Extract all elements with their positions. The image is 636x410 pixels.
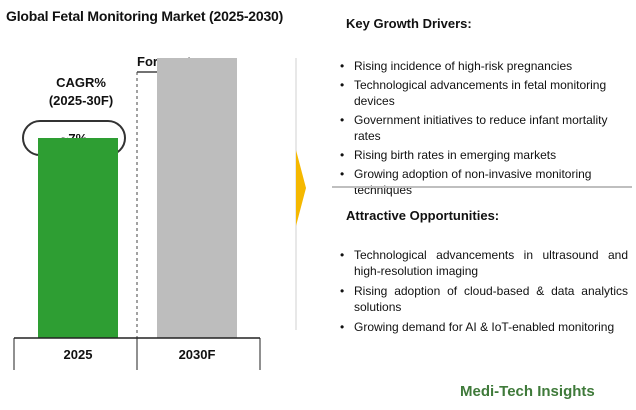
attractive-opportunities-list: Technological advancements in ultrasound… (338, 247, 628, 339)
cagr-label: CAGR% (2025-30F) (36, 74, 126, 110)
x-tick-label-2025: 2025 (64, 347, 93, 362)
attractive-opportunities-title: Attractive Opportunities: (346, 208, 500, 223)
chart-title: Global Fetal Monitoring Market (2025-203… (6, 8, 284, 24)
bar-2025 (38, 138, 118, 338)
tick-labels-group: 2025 2030F (64, 347, 216, 362)
driver-item: Growing adoption of non-invasive monitor… (338, 166, 628, 198)
opportunity-item: Growing demand for AI & IoT-enabled moni… (338, 319, 628, 335)
key-growth-drivers-title: Key Growth Drivers: (346, 16, 472, 31)
driver-item: Rising incidence of high-risk pregnancie… (338, 58, 628, 74)
section-divider (332, 186, 632, 188)
key-growth-drivers-list: Rising incidence of high-risk pregnancie… (338, 58, 628, 201)
brand-logo-text: Medi-Tech Insights (460, 383, 595, 400)
x-tick-label-2030f: 2030F (179, 347, 216, 362)
driver-item: Rising birth rates in emerging markets (338, 147, 628, 163)
driver-item: Government initiatives to reduce infant … (338, 112, 628, 144)
cagr-label-line1: CAGR% (56, 75, 106, 90)
chevron-arrow-icon (296, 150, 306, 226)
bar-2030f (157, 58, 237, 338)
driver-item: Technological advancements in fetal moni… (338, 77, 628, 109)
bars-group (38, 58, 237, 338)
opportunity-item: Technological advancements in ultrasound… (338, 247, 628, 279)
cagr-label-line2: (2025-30F) (48, 93, 114, 108)
opportunity-item: Rising adoption of cloud-based & data an… (338, 283, 628, 315)
